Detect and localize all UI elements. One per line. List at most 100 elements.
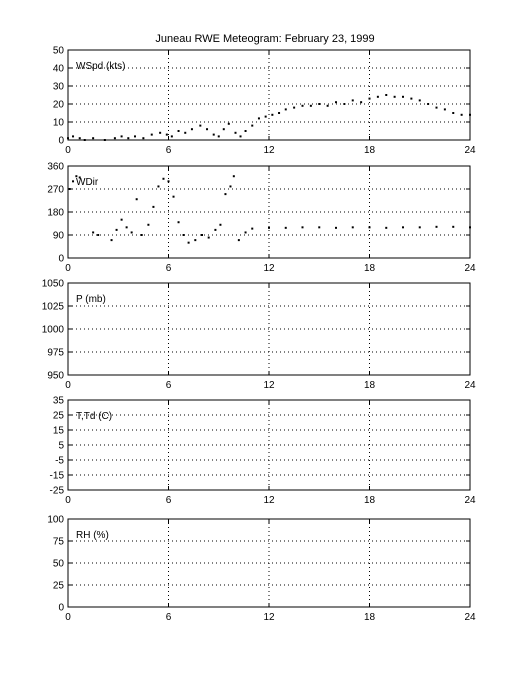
- x-tick-label: 6: [166, 612, 172, 623]
- x-tick-label: 18: [364, 380, 376, 391]
- panel-label: P (mb): [76, 294, 106, 305]
- y-tick-label: -15: [50, 471, 65, 482]
- y-tick-label: 975: [47, 348, 64, 359]
- y-tick-label: 25: [53, 411, 65, 422]
- data-point: [402, 95, 404, 98]
- data-point: [142, 137, 145, 140]
- y-tick-label: 1000: [42, 325, 65, 336]
- data-point: [227, 122, 230, 125]
- data-point: [318, 226, 321, 229]
- data-point: [257, 117, 260, 120]
- x-tick-label: 6: [166, 380, 172, 391]
- data-point: [212, 133, 215, 136]
- y-tick-label: 0: [58, 254, 64, 265]
- y-tick-label: 75: [53, 537, 65, 548]
- y-tick-label: 35: [53, 396, 65, 407]
- data-point: [165, 133, 168, 136]
- data-point: [343, 103, 346, 105]
- y-tick-label: -5: [55, 456, 64, 467]
- y-tick-label: 180: [47, 208, 64, 219]
- data-point: [318, 103, 321, 105]
- panel-label: T,Td (C): [76, 411, 112, 422]
- y-tick-label: 50: [53, 559, 65, 570]
- data-point: [177, 130, 180, 132]
- data-point: [190, 128, 193, 131]
- data-point: [271, 113, 274, 116]
- panel-label: WDir: [76, 177, 99, 188]
- x-tick-label: 12: [263, 380, 275, 391]
- x-tick-label: 24: [464, 612, 476, 623]
- data-point: [219, 223, 222, 226]
- data-point: [72, 135, 75, 138]
- data-point: [385, 226, 388, 229]
- y-tick-label: 950: [47, 371, 64, 382]
- y-tick-label: 20: [53, 100, 65, 111]
- data-point: [206, 128, 209, 131]
- y-tick-label: 40: [53, 64, 65, 75]
- data-point: [278, 112, 281, 114]
- data-point: [237, 239, 240, 242]
- data-point: [284, 108, 287, 111]
- data-point: [224, 193, 227, 196]
- x-tick-label: 18: [364, 612, 376, 623]
- data-point: [184, 131, 187, 134]
- x-tick-label: 18: [364, 495, 376, 506]
- data-point: [251, 227, 254, 230]
- y-tick-label: 100: [47, 515, 64, 526]
- data-point: [244, 130, 247, 132]
- x-tick-label: 6: [166, 145, 172, 156]
- data-point: [360, 101, 363, 104]
- panel-3: 0 6 12 18 24 950 975 1000 1025 1050 P (mb): [42, 279, 476, 392]
- data-point: [103, 139, 106, 141]
- y-tick-label: 1025: [42, 302, 65, 313]
- data-point: [194, 239, 197, 242]
- data-point: [229, 185, 232, 188]
- data-point: [162, 177, 165, 180]
- data-point: [234, 131, 237, 134]
- data-point: [159, 131, 162, 134]
- x-tick-label: 0: [65, 263, 71, 274]
- x-tick-label: 12: [263, 145, 275, 156]
- data-point: [187, 241, 190, 244]
- figure-title: Juneau RWE Meteogram: February 23, 1999: [155, 33, 374, 45]
- y-tick-label: 30: [53, 82, 65, 93]
- data-point: [217, 135, 220, 138]
- data-point: [326, 104, 329, 107]
- x-tick-label: 24: [464, 380, 476, 391]
- data-point: [120, 218, 123, 221]
- data-point: [134, 135, 136, 138]
- data-point: [435, 225, 438, 228]
- data-point: [207, 236, 210, 239]
- y-tick-label: 5: [58, 441, 64, 452]
- data-point: [469, 113, 471, 116]
- x-tick-label: 12: [263, 263, 275, 274]
- x-tick-label: 6: [166, 263, 172, 274]
- data-point: [385, 94, 388, 96]
- data-point: [157, 185, 160, 188]
- data-point: [147, 223, 150, 226]
- data-point: [452, 112, 455, 114]
- data-point: [97, 234, 100, 236]
- data-point: [140, 234, 143, 236]
- y-tick-label: 90: [53, 231, 65, 242]
- data-point: [293, 106, 296, 109]
- y-tick-label: 25: [53, 581, 65, 592]
- data-point: [239, 135, 242, 138]
- data-point: [167, 180, 170, 183]
- y-tick-label: 0: [58, 136, 64, 147]
- data-point: [452, 225, 455, 228]
- x-tick-label: 6: [166, 495, 172, 506]
- data-point: [368, 226, 371, 229]
- data-point: [351, 99, 354, 102]
- data-point: [92, 137, 95, 140]
- panel-2: 0 6 12 18 24 0 90 180 270 360 WDir: [47, 162, 476, 275]
- data-point: [460, 113, 463, 116]
- data-point: [232, 175, 235, 178]
- data-point: [309, 104, 312, 107]
- data-point: [182, 234, 185, 236]
- x-tick-label: 24: [464, 263, 476, 274]
- x-tick-label: 0: [65, 380, 71, 391]
- y-tick-label: 1050: [42, 279, 65, 290]
- y-tick-label: 360: [47, 162, 64, 173]
- data-point: [110, 239, 113, 242]
